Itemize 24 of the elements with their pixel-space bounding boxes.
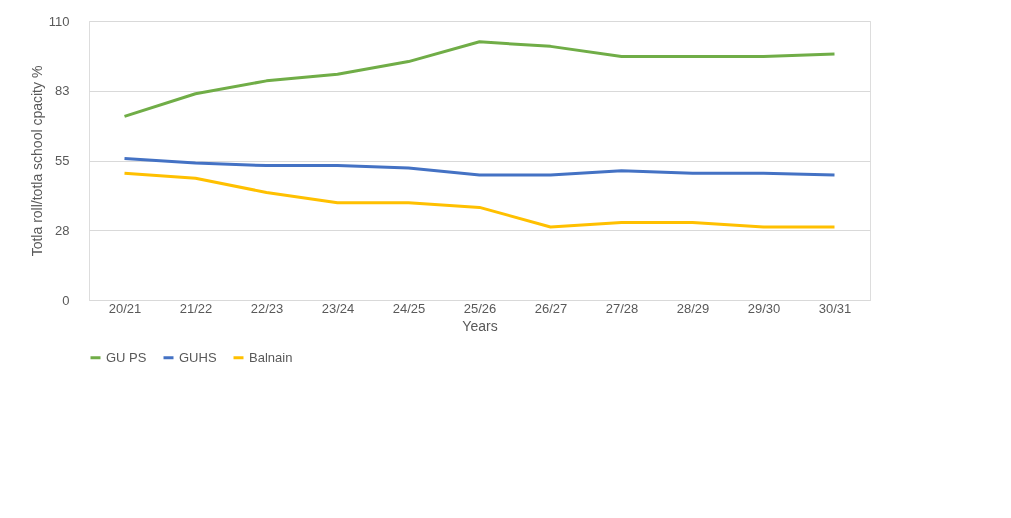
line-series [123, 171, 836, 229]
y-tick-label: 0 [62, 292, 70, 308]
x-tick-label: 30/31 [818, 300, 852, 316]
x-tick-label: 21/22 [179, 300, 213, 316]
y-tick-label: 28 [55, 222, 70, 238]
x-tick-label: 27/28 [605, 300, 639, 316]
x-tick-label: 23/24 [321, 300, 355, 316]
y-tick-label: 55 [55, 153, 70, 168]
line-series [123, 156, 836, 177]
x-tick-label: 26/27 [534, 300, 568, 316]
x-tick-label: 24/25 [392, 300, 426, 316]
legend-label: Balnain [249, 349, 293, 365]
y-tick-label: 110 [48, 13, 70, 29]
x-tick-label: 22/23 [250, 300, 284, 316]
legend-label: GUHS [179, 349, 217, 365]
x-tick-label: 20/21 [108, 300, 142, 316]
line-series [123, 40, 836, 118]
x-tick-label: 28/29 [676, 300, 710, 316]
x-tick-label: 29/30 [747, 300, 781, 316]
legend-label: GU PS [106, 349, 147, 365]
y-axis-title: Totla roll/totla school cpacity % [28, 65, 45, 257]
x-axis-title: Years [462, 317, 498, 334]
x-tick-label: 25/26 [463, 300, 497, 316]
y-tick-label: 83 [55, 83, 70, 99]
